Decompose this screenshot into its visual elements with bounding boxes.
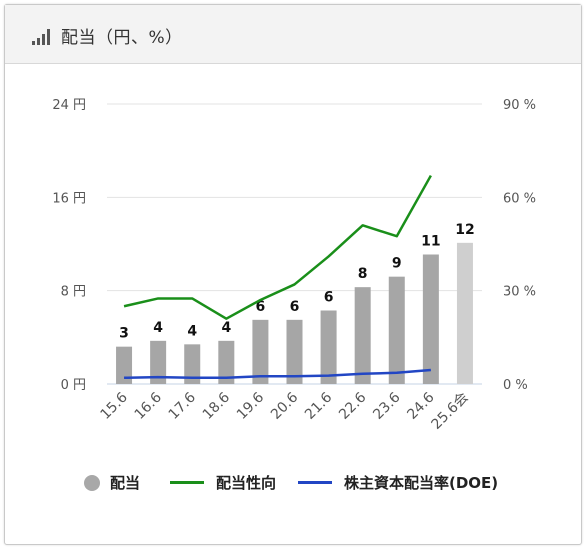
right-axis-tick: 0 % [503,378,528,393]
right-axis-tick: 90 % [503,98,536,113]
dividend-bar-label: 12 [455,222,474,238]
dividend-bar-label: 3 [119,326,129,342]
legend-item-payout-ratio: 配当性向 [170,472,276,493]
payout-ratio-line [123,174,432,320]
dividend-bar [388,276,405,384]
dividend-bar [456,242,473,384]
right-axis-tick: 30 % [503,285,536,300]
dividend-bar [252,319,269,384]
x-axis-tick: 15.6 [98,389,131,422]
dividend-bar [422,254,439,384]
chart-legend: 配当 配当性向 株主資本配当率(DOE) [0,472,586,496]
card-title: 配当（円、%） [61,28,183,48]
dividend-bar-label: 6 [290,299,300,315]
legend-item-dividend: 配当 [84,472,140,493]
legend-dividend-label: 配当 [110,474,141,492]
dividend-bar [286,319,303,384]
dividend-bar-label: 6 [324,290,334,306]
dividend-bar-label: 4 [153,320,163,336]
dividend-bar-label: 6 [256,299,266,315]
x-axis-tick: 17.6 [166,389,199,422]
doe-line [124,368,431,380]
dividend-bar [184,344,201,384]
dividend-bar [320,310,337,384]
dividend-bar [354,287,371,384]
x-axis-tick: 19.6 [234,389,267,422]
dividend-bar-label: 9 [392,256,402,272]
x-axis-tick: 25.6会 [429,390,472,433]
left-axis-tick: 24 円 [52,98,86,113]
dividend-card: 配当（円、%） [4,4,582,545]
x-axis-tick: 21.6 [302,389,335,422]
legend-doe-label: 株主資本配当率(DOE) [344,474,499,492]
legend-payout-marker [170,481,204,484]
left-axis-tick: 0 円 [61,378,86,393]
x-axis-tick: 23.6 [370,389,403,422]
left-axis-tick: 8 円 [61,285,86,300]
dividend-bar [218,340,235,384]
dividend-bar-label: 11 [421,234,440,250]
dividend-bar [150,340,167,384]
legend-doe-marker [298,481,332,484]
x-axis-tick: 22.6 [336,389,369,422]
legend-payout-label: 配当性向 [216,474,277,492]
signal-bars-icon [32,29,54,45]
x-axis-tick: 20.6 [268,389,301,422]
legend-dividend-marker [84,474,100,491]
dividend-bar-label: 4 [187,323,197,339]
dividend-bar [116,346,133,384]
card-header: 配当（円、%） [5,5,581,64]
right-axis-tick: 60 % [503,191,536,206]
x-axis-tick: 18.6 [200,389,233,422]
dividend-bar-label: 8 [358,266,368,282]
legend-item-doe: 株主資本配当率(DOE) [298,472,498,493]
left-axis-tick: 16 円 [52,191,86,206]
x-axis-tick: 16.6 [132,389,165,422]
dividend-bar-label: 4 [221,320,231,336]
